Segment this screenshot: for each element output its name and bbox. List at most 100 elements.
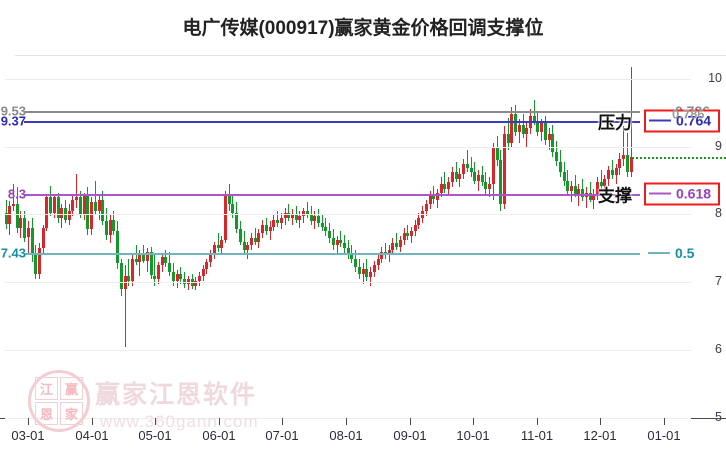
candle-body: [52, 196, 56, 214]
fib-ratio-label-0.764[interactable]: 0.764: [644, 109, 721, 133]
candlestick: [525, 122, 529, 147]
candlestick: [157, 261, 161, 284]
candle-body: [361, 268, 365, 275]
candlestick: [64, 199, 68, 223]
candlestick: [112, 211, 116, 235]
candle-wick: [277, 211, 279, 227]
fib-ratio-label-0.5[interactable]: 0.5: [648, 246, 694, 260]
candle-body: [562, 172, 566, 181]
candle-body: [380, 251, 384, 259]
candle-wick: [247, 241, 249, 259]
candle-wick: [124, 265, 126, 347]
fib-ratio-line-stub: [649, 192, 671, 195]
candle-wick: [611, 160, 613, 180]
y-axis-tick-label: 7: [715, 274, 722, 288]
candle-body: [473, 172, 477, 181]
candlestick: [194, 276, 198, 291]
candlestick: [205, 258, 209, 275]
candle-body: [436, 192, 440, 200]
fib-ratio-line-stub: [649, 119, 671, 122]
fib-price-label-0.618: 8.3: [7, 186, 26, 202]
candlestick: [212, 241, 216, 259]
candlestick: [331, 229, 335, 250]
candle-body: [11, 204, 15, 207]
candle-body: [26, 228, 30, 238]
candle-body: [264, 224, 268, 232]
candlestick: [573, 175, 577, 198]
candlestick: [365, 258, 369, 281]
candlestick: [581, 179, 585, 201]
candle-body: [517, 124, 521, 132]
candlestick: [599, 170, 603, 191]
candle-body: [503, 134, 506, 205]
candlestick: [543, 116, 547, 146]
candle-body: [566, 180, 570, 191]
candlestick: [302, 207, 306, 223]
fib-ratio-label-0.618[interactable]: 0.618: [644, 182, 721, 206]
candlestick: [324, 217, 328, 237]
candlestick: [175, 270, 179, 288]
candle-wick: [600, 170, 602, 191]
fib-price-label-0.5: 7.43: [0, 245, 26, 261]
candle-body: [335, 240, 339, 245]
candle-body: [510, 114, 514, 144]
candlestick: [536, 111, 540, 137]
support-annotation: 支撑: [598, 186, 632, 206]
candle-body: [272, 219, 276, 227]
candle-body: [443, 183, 447, 189]
candle-body: [49, 197, 53, 214]
candle-body: [231, 204, 235, 214]
candle-wick: [76, 173, 78, 208]
candle-body: [261, 224, 265, 234]
candlestick: [540, 119, 544, 142]
candle-body: [417, 217, 421, 225]
y-axis-tick-label: 5: [715, 410, 722, 424]
candlestick: [558, 149, 562, 178]
candle-wick: [526, 122, 528, 147]
candlestick: [123, 265, 127, 347]
candlestick: [86, 187, 90, 235]
candle-body: [317, 215, 320, 223]
candle-body: [171, 272, 175, 281]
candlestick: [510, 107, 514, 148]
candle-body: [97, 199, 101, 212]
candlestick: [49, 185, 53, 216]
candlestick: [361, 263, 365, 284]
candle-body: [145, 251, 149, 261]
candle-body: [372, 265, 376, 273]
candlestick: [164, 249, 168, 268]
candle-body: [41, 228, 45, 249]
candlestick: [15, 187, 19, 234]
candlestick: [183, 272, 187, 288]
candlestick: [209, 249, 213, 268]
candlestick: [372, 260, 376, 277]
candlestick: [23, 211, 27, 242]
candle-body: [328, 231, 332, 239]
fib-ratio-label-0786-faint: 0.786: [672, 106, 705, 122]
x-axis-tick-mark: [155, 418, 156, 425]
x-axis-tick-label: 08-01: [329, 428, 363, 443]
candlestick: [104, 207, 108, 241]
candle-body: [596, 181, 600, 195]
candle-body: [462, 163, 466, 174]
candle-body: [480, 175, 484, 182]
candle-body: [287, 213, 291, 218]
candle-wick: [477, 170, 479, 191]
candlestick: [101, 190, 105, 225]
x-axis-tick-mark: [600, 418, 601, 425]
x-axis-tick-mark: [219, 418, 220, 425]
candlestick: [618, 153, 622, 176]
candlestick: [622, 126, 626, 166]
candlestick: [149, 247, 153, 279]
candlestick: [220, 236, 224, 256]
candlestick: [71, 194, 75, 216]
candle-body: [101, 199, 105, 222]
candlestick: [257, 229, 261, 249]
candle-body: [223, 195, 227, 241]
candle-body: [603, 179, 607, 186]
candle-body: [216, 244, 220, 249]
candle-body: [104, 221, 108, 235]
candlestick: [313, 211, 317, 230]
candle-body: [354, 258, 358, 268]
candlestick: [443, 172, 447, 193]
